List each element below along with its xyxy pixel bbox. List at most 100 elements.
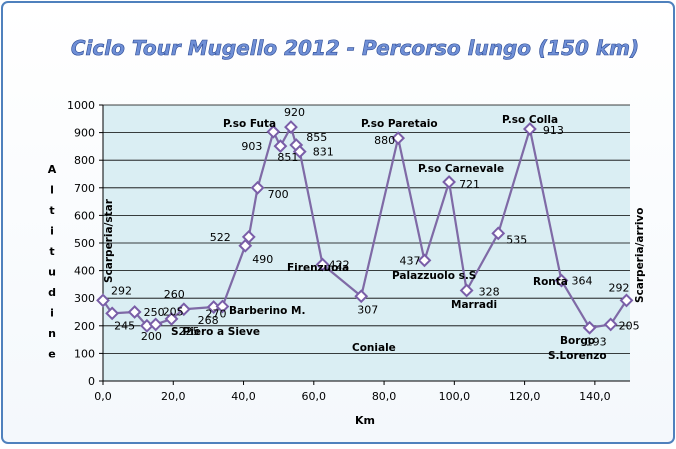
data-point-marker	[96, 293, 110, 308]
data-point-marker	[491, 226, 506, 241]
y-axis-label-letter: n	[48, 327, 56, 340]
data-point-marker	[582, 320, 597, 335]
data-label: 268	[198, 314, 219, 327]
place-annotation: Borgo	[560, 335, 595, 347]
data-label: 700	[268, 188, 289, 201]
data-point-marker	[148, 317, 163, 332]
data-label: 855	[306, 131, 327, 144]
y-axis-label-letter: t	[49, 204, 54, 217]
data-labels: 2922452502002052252602682704905227009038…	[111, 106, 640, 349]
y-tick-label: 1000	[67, 99, 95, 112]
place-annotation: S.Piero a Sieve	[171, 326, 260, 338]
place-annotation: P.so Colla	[502, 114, 558, 126]
data-label: 721	[459, 178, 480, 191]
data-point-marker	[391, 131, 406, 146]
tick-labels: 0 100 200 300 400 500 600 700 800 900 1000 0,0 20,0 4…	[67, 99, 611, 403]
data-label: 200	[141, 330, 162, 343]
data-label: 292	[111, 284, 132, 297]
data-label: 225	[179, 325, 200, 338]
x-tick-label: 0,0	[94, 390, 112, 403]
data-label: 245	[114, 319, 135, 332]
data-label: 205	[163, 305, 184, 318]
y-tick-label: 100	[74, 347, 95, 360]
data-label: 364	[571, 275, 592, 288]
place-annotation: Barberino M.	[229, 305, 305, 317]
data-label: 437	[399, 254, 420, 267]
place-annotation: Coniale	[352, 342, 396, 354]
data-point-marker	[215, 299, 230, 314]
y-axis-label-letter: u	[48, 266, 56, 279]
x-tick-label: 20,0	[161, 390, 186, 403]
data-point-marker	[315, 257, 330, 272]
y-tick-label: 900	[74, 127, 95, 140]
chart-title: Ciclo Tour Mugello 2012 - Percorso lungo…	[71, 36, 639, 60]
data-point-marker	[603, 317, 618, 332]
place-annotation: P.so Paretaio	[361, 118, 438, 130]
data-point-marker	[105, 306, 120, 321]
data-label: 920	[284, 106, 305, 119]
place-annotation: P.so Futa	[223, 118, 276, 130]
y-tick-label: 800	[74, 154, 95, 167]
y-axis-label-letter: i	[50, 307, 54, 320]
data-label: 535	[506, 233, 527, 246]
data-point-marker	[273, 139, 288, 154]
data-point-marker	[266, 124, 281, 139]
data-label: 205	[619, 319, 640, 332]
y-axis-label-letter: t	[49, 245, 54, 258]
data-point-marker	[459, 283, 474, 298]
x-tick-label: 60,0	[302, 390, 327, 403]
data-label: 292	[608, 281, 629, 294]
series-altitude	[96, 120, 634, 335]
data-label: 422	[329, 259, 350, 272]
y-tick-label: 700	[74, 182, 95, 195]
place-annotations: Scarperia/star S.Piero a Sieve Barberino M…	[103, 114, 646, 362]
place-annotation: S.Lorenzo	[548, 350, 607, 362]
data-label: 260	[164, 288, 185, 301]
y-tick-label: 500	[74, 237, 95, 250]
data-label: 522	[210, 231, 231, 244]
y-axis-label-letter: A	[48, 163, 57, 176]
data-label: 270	[205, 307, 226, 320]
x-tick-label: 140,0	[579, 390, 611, 403]
data-point-marker	[176, 302, 191, 317]
data-label: 880	[374, 134, 395, 147]
y-tick-label: 400	[74, 265, 95, 278]
x-tick-label: 100,0	[439, 390, 471, 403]
data-point-marker	[417, 253, 432, 268]
y-axis-label-letter: e	[48, 348, 55, 361]
y-axis-label-letter: i	[50, 225, 54, 238]
data-label: 193	[586, 336, 607, 349]
data-point-marker	[292, 144, 307, 159]
y-tick-label: 300	[74, 292, 95, 305]
data-label: 913	[543, 124, 564, 137]
data-point-marker	[619, 293, 634, 308]
place-annotation: Firenzuola	[287, 262, 349, 274]
y-axis-label-letter: d	[48, 286, 56, 299]
y-tick-label: 200	[74, 320, 95, 333]
data-label: 490	[252, 253, 273, 266]
data-label: 831	[313, 146, 334, 159]
data-point-marker	[522, 122, 537, 136]
y-tick-label: 600	[74, 209, 95, 222]
y-tick-label: 0	[88, 375, 95, 388]
x-tick-label: 80,0	[372, 390, 397, 403]
x-tick-label: 120,0	[509, 390, 541, 403]
place-annotation: Palazzuolo s.S	[392, 270, 476, 282]
y-axis-label-letter: l	[50, 184, 54, 197]
data-point-marker	[442, 175, 456, 189]
place-annotation: Marradi	[451, 299, 497, 311]
data-point-marker	[554, 273, 569, 288]
data-point-marker	[250, 180, 265, 195]
data-label: 851	[277, 151, 298, 164]
data-point-marker	[284, 120, 298, 134]
data-label: 307	[357, 303, 378, 316]
x-axis-label: Km	[355, 414, 375, 427]
x-tick-label: 40,0	[231, 390, 256, 403]
data-label: 250	[144, 306, 165, 319]
data-point-marker	[164, 311, 179, 326]
place-annotation: Ronta	[533, 276, 568, 288]
data-label: 903	[241, 140, 262, 153]
